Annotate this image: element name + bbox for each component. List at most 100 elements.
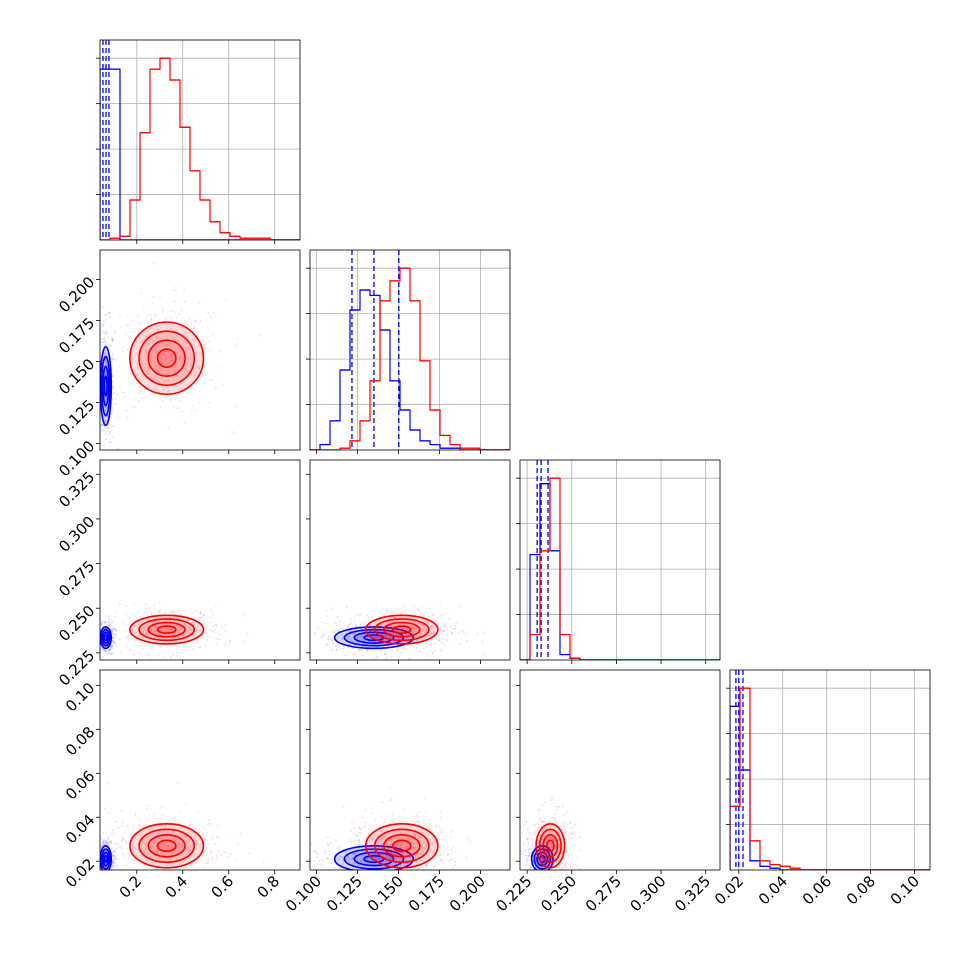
sample-point [549, 846, 552, 849]
sample-point [204, 319, 207, 322]
sample-point [401, 832, 404, 835]
sample-point [367, 833, 370, 836]
sample-point [421, 605, 424, 608]
sample-point [290, 642, 292, 644]
sample-point [105, 330, 108, 333]
sample-point [397, 841, 400, 844]
sample-point [382, 822, 385, 825]
sample-point [161, 627, 164, 630]
sample-point [392, 821, 395, 824]
sample-point [326, 610, 329, 613]
sample-point [96, 869, 98, 871]
sample-point [95, 850, 97, 852]
sample-point [388, 786, 391, 789]
sample-point [410, 630, 413, 633]
sample-point [224, 851, 227, 854]
sample-point [145, 608, 148, 611]
sample-point [192, 376, 195, 379]
sample-point [108, 431, 111, 434]
sample-point [335, 648, 338, 651]
sample-point [429, 607, 432, 610]
sample-point [395, 649, 398, 652]
sample-point [145, 858, 148, 861]
sample-point [364, 809, 367, 812]
sample-point [206, 843, 209, 846]
sample-point [350, 838, 353, 841]
sample-point [409, 837, 412, 840]
sample-point [164, 611, 167, 614]
sample-point [553, 818, 556, 821]
sample-point [111, 340, 114, 343]
sample-point [144, 352, 147, 355]
sample-point [358, 839, 361, 842]
sample-point [408, 867, 411, 870]
sample-point [416, 860, 419, 863]
sample-point [176, 651, 179, 654]
sample-point [349, 621, 352, 624]
sample-point [199, 829, 202, 832]
sample-point [217, 836, 220, 839]
sample-point [433, 865, 436, 868]
sample-point [355, 839, 358, 842]
sample-point [370, 837, 373, 840]
sample-point [173, 838, 176, 841]
sample-point [170, 354, 173, 357]
sample-point [375, 604, 378, 607]
sample-point [177, 855, 180, 858]
sample-point [385, 635, 388, 638]
panel [310, 250, 510, 450]
sample-point [98, 632, 100, 634]
sample-point [434, 636, 437, 639]
sample-point [215, 835, 218, 838]
sample-point [104, 843, 107, 846]
sample-point [134, 846, 137, 849]
sample-point [100, 341, 103, 344]
sample-point [366, 649, 369, 652]
sample-point [447, 845, 450, 848]
sample-point [175, 374, 178, 377]
contour [138, 330, 196, 387]
sample-point [554, 856, 557, 859]
sample-point [135, 353, 138, 356]
sample-point [104, 409, 107, 412]
sample-point [392, 827, 395, 830]
sample-point [117, 826, 120, 829]
sample-point [156, 832, 159, 835]
sample-point [95, 636, 97, 638]
sample-point [361, 654, 364, 657]
sample-point [442, 622, 445, 625]
sample-point [419, 848, 422, 851]
sample-point [546, 837, 549, 840]
sample-point [441, 641, 444, 644]
sample-point [394, 858, 397, 861]
sample-point [103, 339, 106, 342]
sample-point [170, 853, 173, 856]
sample-point [104, 650, 107, 653]
sample-point [203, 866, 206, 869]
sample-point [149, 855, 152, 858]
sample-point [348, 623, 351, 626]
sample-point [451, 844, 454, 847]
sample-point [538, 836, 541, 839]
sample-point [385, 814, 388, 817]
sample-point [168, 616, 171, 619]
sample-point [147, 624, 150, 627]
sample-point [390, 864, 393, 867]
sample-point [137, 386, 140, 389]
sample-point [369, 846, 372, 849]
sample-point [408, 856, 411, 859]
sample-point [122, 391, 125, 394]
sample-point [550, 842, 553, 845]
sample-point [180, 309, 183, 312]
sample-point [115, 848, 118, 851]
sample-point [105, 841, 108, 844]
sample-point [458, 605, 461, 608]
sample-point [527, 851, 530, 854]
sample-point [441, 613, 444, 616]
sample-point [235, 405, 238, 408]
sample-point [149, 473, 151, 475]
sample-point [100, 838, 103, 841]
sample-point [111, 338, 114, 341]
sample-point [397, 838, 400, 841]
sample-point [158, 633, 161, 636]
